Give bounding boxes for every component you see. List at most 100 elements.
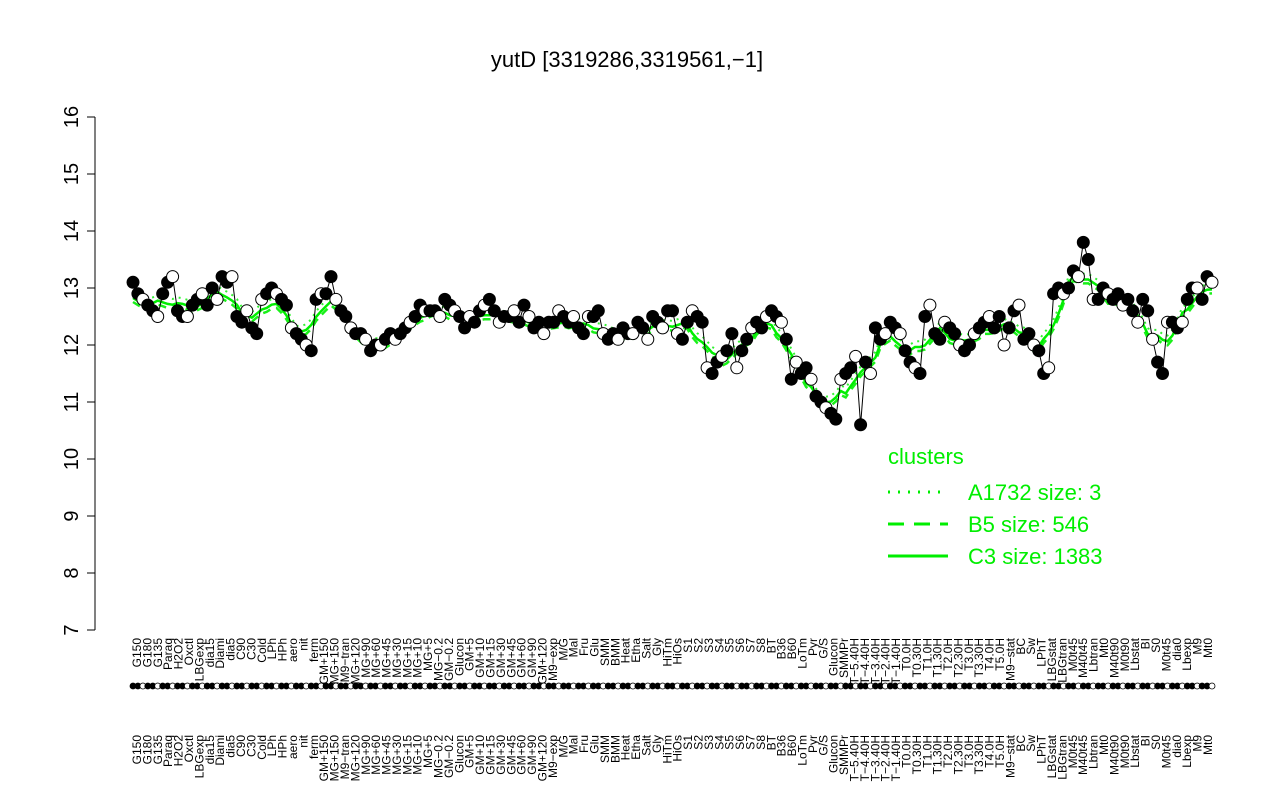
x-tick-label: M40t90: [1107, 638, 1121, 678]
y-tick-label: 14: [61, 220, 83, 242]
x-tick-label: dia0: [1170, 638, 1184, 661]
data-point: [1136, 292, 1150, 306]
x-tick-label-lower: HPh: [276, 735, 290, 758]
x-tick-label: S4: [712, 638, 726, 653]
data-point: [304, 344, 318, 358]
data-point: [339, 310, 353, 323]
x-tick-label-lower: Gly: [650, 735, 664, 753]
x-tick-label-lower: S2: [692, 735, 706, 750]
data-point: [319, 287, 333, 301]
x-tick-label-lower: BC: [1014, 735, 1028, 752]
x-tick-label: Glu: [588, 638, 602, 657]
y-tick-label: 9: [61, 510, 83, 521]
x-tick-label: G180: [140, 638, 154, 668]
x-tick-label-lower: M/G: [556, 735, 570, 758]
x-tick-label: GM+60: [515, 638, 529, 678]
x-tick-label: GM+10: [473, 638, 487, 678]
x-tick-label: S6: [733, 638, 747, 653]
x-tick-label-lower: T1.30H: [931, 735, 945, 774]
x-tick-label: Diami: [213, 638, 227, 669]
x-tick-label-lower: M9: [1191, 735, 1205, 752]
x-tick-label-lower: MG+15: [400, 735, 414, 775]
x-tick-label-lower: S1: [681, 735, 695, 750]
x-tick-label: S2: [692, 638, 706, 653]
data-point: [210, 292, 224, 306]
x-tick-label-lower: S3: [702, 735, 716, 750]
data-point: [324, 270, 338, 284]
x-tick-label-lower: G/S: [816, 735, 830, 756]
x-tick-label: MG+60: [369, 638, 383, 678]
x-tick-label: T1.30H: [931, 638, 945, 677]
x-tick-label-lower: BT: [764, 734, 778, 750]
data-point: [156, 287, 170, 301]
x-tick-label: GM+45: [504, 638, 518, 678]
data-point: [359, 332, 373, 346]
x-tick-label-lower: S6: [733, 735, 747, 750]
data-point: [948, 327, 962, 341]
x-tick-label: T2.0H: [941, 638, 955, 671]
x-tick-label: Mt0: [1097, 638, 1111, 658]
x-tick-label: Pyr: [806, 638, 820, 656]
data-point: [636, 321, 650, 335]
x-tick-label: T−3.40H: [868, 638, 882, 684]
data-point: [1091, 292, 1105, 306]
x-tick-label: HiTm: [660, 638, 674, 667]
data-point: [675, 332, 689, 346]
x-tick-label-lower: T3.0H: [962, 735, 976, 768]
x-tick-label-lower: BI: [1139, 735, 1153, 746]
data-point: [1141, 304, 1155, 318]
x-tick-label: T3.30H: [972, 638, 986, 677]
x-tick-label: M0t90: [1118, 638, 1132, 672]
x-tick-label: GM−0.2: [442, 638, 456, 681]
data-point: [997, 338, 1011, 352]
x-tick-label-lower: T3.30H: [972, 735, 986, 774]
data-point: [799, 361, 813, 375]
x-tick-label: GM+150: [317, 638, 331, 685]
data-point: [567, 310, 580, 323]
y-tick-label: 10: [61, 448, 83, 470]
x-tick-label: LBGstat: [1045, 637, 1059, 681]
x-tick-label: T3.0H: [962, 638, 976, 671]
data-point: [740, 332, 754, 346]
data-point: [250, 327, 264, 341]
y-tick-label: 16: [61, 106, 83, 128]
x-tick-label: T1.0H: [920, 638, 934, 671]
x-tick-label: GM+30: [494, 638, 508, 678]
data-point: [329, 292, 343, 306]
data-point: [126, 275, 140, 289]
x-tick-label-lower: Sw: [1024, 735, 1038, 752]
x-tick-label-lower: S4: [712, 735, 726, 750]
x-tick-label: dia15: [203, 638, 217, 668]
x-tick-label: Lbstat: [1128, 637, 1142, 670]
x-tick-label: C90: [234, 638, 248, 660]
x-tick-label: T5.0H: [993, 638, 1007, 671]
data-point: [1121, 292, 1135, 306]
data-point: [878, 327, 892, 341]
x-tick-label-lower: M9−stat: [1003, 734, 1017, 778]
x-tick-label: Mal: [567, 638, 581, 657]
data-point: [1002, 321, 1016, 335]
data-point: [755, 321, 769, 335]
data-point: [844, 361, 858, 375]
x-tick-label: T0.30H: [910, 638, 924, 677]
x-tick-label-lower: LBGtran: [1055, 735, 1069, 780]
x-tick-label-lower: Salt: [640, 734, 654, 755]
x-tick-label: S1: [681, 638, 695, 653]
data-point: [482, 292, 496, 306]
x-tick-label: Salt: [640, 637, 654, 658]
x-tick-label-lower: GM+90: [525, 735, 539, 775]
x-tick-label: T−5.40H: [848, 638, 862, 684]
data-point: [225, 270, 239, 284]
x-tick-label-lower: B60: [785, 735, 799, 757]
x-tick-label-lower: C90: [234, 735, 248, 757]
x-tick-label: SMMPr: [837, 638, 851, 678]
x-tick-label-lower: T0.30H: [910, 735, 924, 774]
data-point: [1146, 332, 1160, 346]
data-point: [537, 327, 551, 341]
x-tick-label-lower: H2O2: [172, 735, 186, 767]
x-tick-label: T−1.40H: [889, 638, 903, 684]
x-tick-label: S8: [754, 638, 768, 653]
data-point: [1012, 298, 1026, 312]
x-tick-label: Fru: [577, 638, 591, 656]
